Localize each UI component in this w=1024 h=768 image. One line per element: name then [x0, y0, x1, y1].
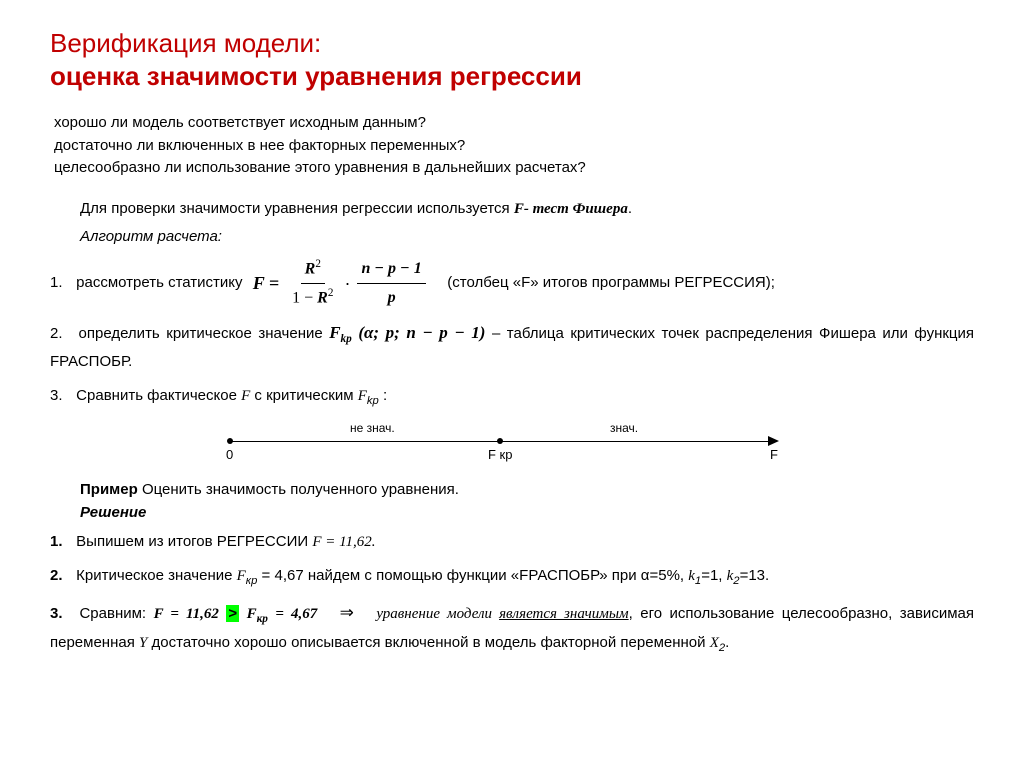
axis-label-F: F — [770, 447, 778, 462]
F-symbol: F — [241, 388, 250, 404]
step-2: 2. определить критическое значение Fkp (… — [50, 319, 974, 375]
dot-multiply: · — [344, 268, 350, 299]
bullet-item: хорошо ли модель соответствует исходным … — [20, 112, 974, 135]
f-test-label: F- тест Фишера — [514, 201, 628, 217]
example-text: Оценить значимость полученного уравнения… — [138, 481, 459, 498]
fraction-df: n − p − 1 p — [357, 255, 425, 310]
question-bullets: хорошо ли модель соответствует исходным … — [20, 112, 974, 180]
region-label-insignificant: не знач. — [350, 421, 395, 435]
period: . — [725, 634, 729, 651]
slide-title: Верификация модели: оценка значимости ур… — [50, 28, 974, 92]
Y-var: Y — [139, 635, 147, 651]
concl-b: является значимым — [499, 606, 629, 622]
concl-a: уравнение модели — [376, 606, 499, 622]
fraction-r2: R2 1 − R2 — [288, 255, 337, 311]
step-number: 3. — [50, 383, 72, 409]
frac-den-1: 1 − — [292, 289, 317, 306]
sol2-eq: = 4,67 найдем с помощью функции «FРАСПОБ… — [262, 567, 689, 584]
gt-highlight: > — [226, 605, 239, 622]
title-line-1: Верификация модели: — [50, 28, 974, 59]
step2-text: определить критическое значение — [79, 325, 330, 342]
step-1: 1. рассмотреть статистику F = R2 1 − R2 … — [50, 255, 974, 311]
step3-text: Сравнить фактическое — [76, 387, 241, 404]
solution-step-2: 2. Критическое значение Fкр = 4,67 найде… — [50, 563, 974, 591]
axis-label-0: 0 — [226, 447, 233, 462]
intro-text: Для проверки значимости уравнения регрес… — [80, 198, 974, 221]
sol3-text: Сравним: — [79, 605, 153, 622]
frac-den-R: R — [317, 289, 328, 306]
step-number: 1. — [50, 270, 72, 296]
solution-label: Решение — [80, 504, 974, 521]
f-kp: F — [329, 323, 340, 342]
solution-step-1: 1. Выпишем из итогов РЕГРЕССИИ F = 11,62… — [50, 529, 974, 556]
axis-arrow-icon — [768, 436, 779, 446]
concl-tail2: достаточно хорошо описывается включенной… — [152, 634, 710, 651]
solution-step-3: 3. Сравним: F = 11,62 > Fкр = 4,67 ⇒ ура… — [50, 599, 974, 657]
example-header: Пример Оценить значимость полученного ур… — [80, 481, 974, 498]
f-statistic-formula: F = R2 1 − R2 · n − p − 1 p — [253, 255, 429, 311]
step1-text: рассмотреть статистику — [76, 274, 247, 291]
axis-dot-origin — [227, 438, 233, 444]
fkp-sym: F — [237, 568, 246, 584]
intro-suffix: . — [628, 200, 632, 217]
Fkp-symbol: F — [358, 388, 367, 404]
step-number: 3. — [50, 601, 72, 627]
implies-icon: ⇒ — [340, 603, 354, 622]
example-label: Пример — [80, 481, 138, 498]
axis-label-fkr: F кр — [488, 447, 512, 462]
step-number: 2. — [50, 563, 72, 589]
step-number: 1. — [50, 529, 72, 555]
number-line-diagram: не знач. знач. 0 F кр F — [230, 419, 790, 469]
step-number: 2. — [50, 321, 72, 347]
cmp-left: F = 11,62 — [154, 606, 219, 622]
formula-F: F = — [253, 268, 279, 299]
algorithm-label: Алгоритм расчета: — [80, 228, 974, 245]
axis-dot-fkr — [497, 438, 503, 444]
sol1-value: F = 11,62. — [312, 534, 375, 550]
k2-val: =13. — [740, 567, 770, 584]
bullet-item: достаточно ли включенных в нее факторных… — [20, 135, 974, 158]
X2-var: Х — [710, 635, 719, 651]
title-line-2: оценка значимости уравнения регрессии — [50, 61, 974, 92]
sol1-text: Выпишем из итогов РЕГРЕССИИ — [76, 533, 312, 550]
step-3: 3. Сравнить фактическое F с критическим … — [50, 383, 974, 411]
k1: k — [688, 568, 695, 584]
frac-num: R — [305, 260, 316, 277]
step1-suffix: (столбец «F» итогов программы РЕГРЕССИЯ)… — [447, 274, 775, 291]
bullet-item: целесообразно ли использование этого ура… — [20, 157, 974, 180]
fkp-args: (α; p; n − p − 1) — [358, 323, 485, 342]
region-label-significant: знач. — [610, 421, 638, 435]
kp-sub4: кр — [257, 613, 268, 625]
k1-val: =1, — [701, 567, 726, 584]
intro-prefix: Для проверки значимости уравнения регрес… — [80, 200, 514, 217]
step3-colon: : — [383, 387, 387, 404]
step3-with: с критическим — [254, 387, 357, 404]
kp-val: = 4,67 — [275, 606, 317, 622]
cmp-right: F — [247, 606, 257, 622]
frac2-num: n − p − 1 — [357, 255, 425, 283]
frac2-den: p — [384, 284, 400, 311]
sol2-text: Критическое значение — [76, 567, 236, 584]
kp-sub: kp — [341, 333, 352, 345]
kp-sub2: kp — [367, 395, 379, 407]
kp-sub3: кр — [246, 575, 258, 587]
